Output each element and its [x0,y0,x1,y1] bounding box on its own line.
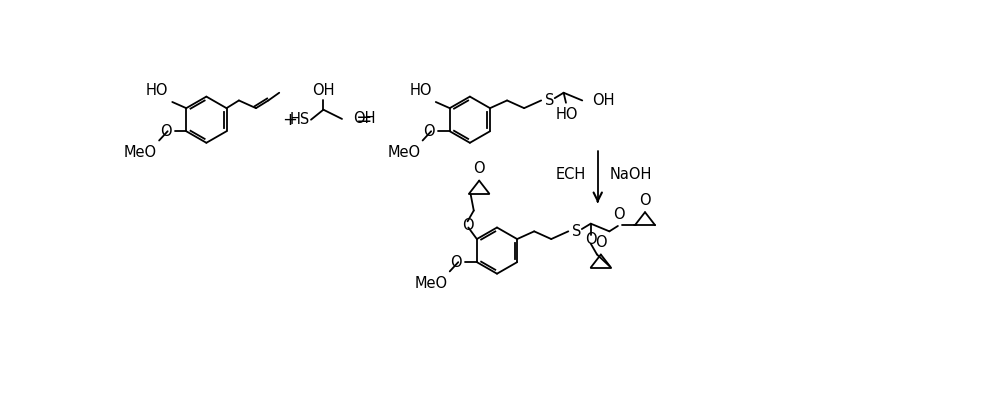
Text: O: O [639,192,651,207]
Text: NaOH: NaOH [609,167,652,182]
Text: O: O [462,218,473,234]
Text: S: S [572,224,581,239]
Text: +: + [282,111,297,129]
Text: O: O [423,124,435,139]
Text: O: O [473,161,485,176]
Text: MeO: MeO [124,145,157,160]
Text: OH: OH [312,83,335,98]
Text: MeO: MeO [387,145,420,160]
Text: OH: OH [353,111,375,126]
Text: O: O [160,124,172,139]
Text: HO: HO [409,83,432,98]
Text: HO: HO [146,83,168,98]
Text: MeO: MeO [414,276,447,291]
Text: =: = [355,110,372,129]
Text: O: O [585,231,597,247]
Text: HO: HO [555,107,578,122]
Text: O: O [613,207,624,222]
Text: O: O [595,235,607,250]
Text: HS: HS [289,112,309,127]
Text: O: O [451,255,462,270]
Text: ECH: ECH [556,167,586,182]
Text: S: S [545,93,554,108]
Text: OH: OH [592,93,615,108]
